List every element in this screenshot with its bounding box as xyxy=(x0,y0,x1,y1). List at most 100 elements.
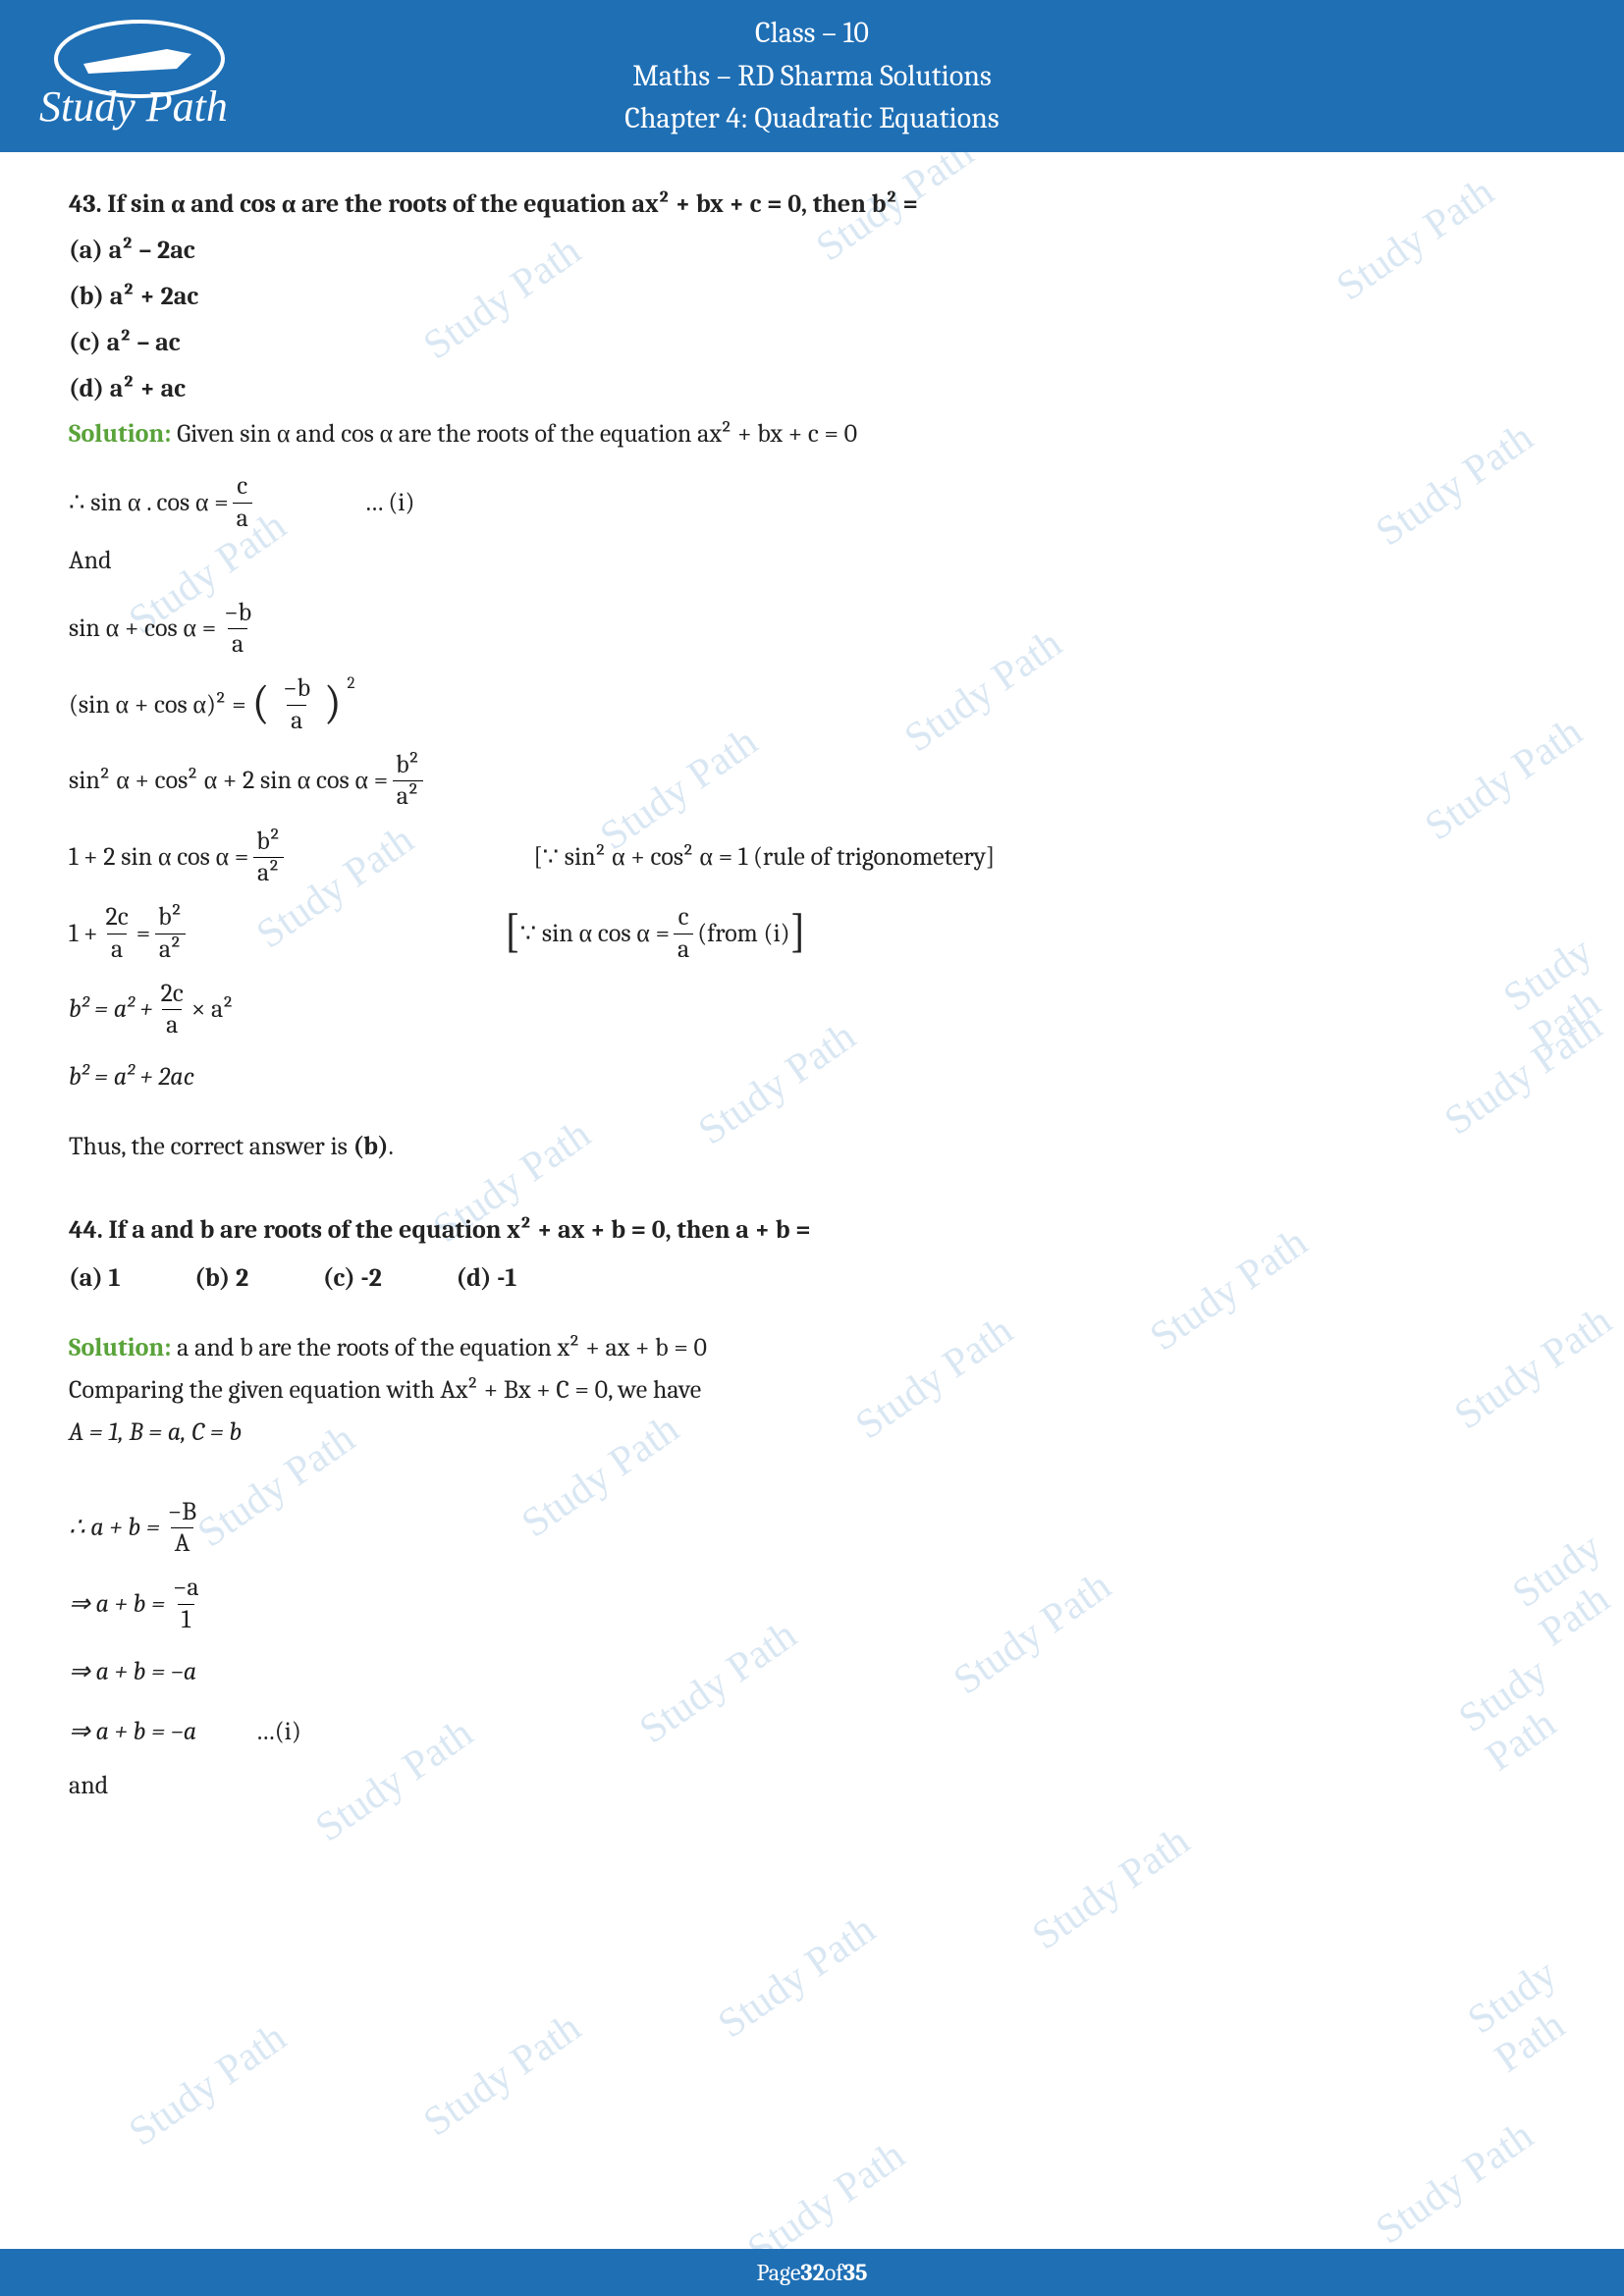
substitute-note: [ ∵ sin α cos α = c a (from (i) ] xyxy=(504,904,806,963)
numerator: −a xyxy=(169,1575,203,1603)
numerator: −b xyxy=(220,600,255,628)
q43-b2: b² = a² + 2c a × a² xyxy=(69,981,1555,1040)
numerator: b² xyxy=(154,904,186,933)
fraction: b² a² xyxy=(154,904,186,963)
q44-solution-line: Solution: a and b are the roots of the e… xyxy=(69,1327,1555,1369)
numerator: 2c xyxy=(102,904,133,933)
watermark: Study Path xyxy=(1459,1919,1624,2083)
q44-coeffs: A = 1, B = a, C = b xyxy=(69,1412,1555,1454)
q44-and: and xyxy=(69,1765,1555,1807)
note-tail: (from (i) xyxy=(697,913,789,955)
q44-sum2: ⇒ a + b = −a 1 xyxy=(69,1575,1555,1633)
q43-sum: sin α + cos α = −b a xyxy=(69,600,1555,659)
page-footer: Page 32 of 35 xyxy=(0,2249,1624,2296)
q43-expand: sin² α + cos² α + 2 sin α cos α = b² a² xyxy=(69,752,1555,811)
q43-final: b² = a² + 2ac xyxy=(69,1056,1555,1098)
fraction: −B A xyxy=(164,1499,200,1558)
q43-solution-intro: Given sin α and cos α are the roots of t… xyxy=(171,419,857,449)
q43-solution-line: Solution: Given sin α and cos α are the … xyxy=(69,413,1555,455)
text: 1 + 2 sin α cos α = xyxy=(69,836,248,879)
q44-opt-a: (a) 1 xyxy=(69,1263,121,1293)
exponent: 2 xyxy=(348,674,355,693)
footer-current: 32 xyxy=(800,2259,824,2286)
numerator: c xyxy=(233,473,251,502)
tail: × a² xyxy=(191,988,234,1031)
fraction: b² a² xyxy=(392,752,423,811)
q44-sum4: ⇒ a + b = −a …(i) xyxy=(69,1711,1555,1753)
q43-opt-d: (d) a² + ac xyxy=(69,368,1555,410)
fraction: −b a xyxy=(220,600,255,659)
q44-opt-c: (c) -2 xyxy=(323,1263,382,1293)
q44-sum3: ⇒ a + b = −a xyxy=(69,1651,1555,1693)
footer-pre: Page xyxy=(756,2259,800,2286)
watermark: Study Path xyxy=(1368,2112,1543,2254)
left-paren-icon: ( xyxy=(252,676,270,729)
q43-prompt: 43. If sin α and cos α are the roots of … xyxy=(69,184,1555,226)
q43-substitute: 1 + 2c a = b² a² [ ∵ sin α cos α = c a (… xyxy=(69,904,1555,963)
footer-total: 35 xyxy=(843,2259,868,2286)
text: sin² α + cos² α + 2 sin α cos α = xyxy=(69,760,388,802)
denominator: a xyxy=(107,934,127,963)
denominator: a² xyxy=(253,857,284,886)
q43-identity: 1 + 2 sin α cos α = b² a² [∵ sin² α + co… xyxy=(69,828,1555,887)
q44-opt-d: (d) -1 xyxy=(457,1263,517,1293)
denominator: a² xyxy=(155,934,186,963)
right-paren-icon: ) xyxy=(324,676,342,729)
solution-label: Solution: xyxy=(69,1333,171,1362)
note-text: ∵ sin α cos α = xyxy=(520,913,670,955)
watermark: Study Path xyxy=(710,1906,885,2048)
q43-opt-a: (a) a² – 2ac xyxy=(69,230,1555,272)
text: (sin α + cos α)² = xyxy=(69,684,246,726)
q43-and: And xyxy=(69,540,1555,582)
logo: Study Path xyxy=(29,15,250,133)
fraction: 2c a xyxy=(157,981,188,1040)
text: ∴ sin α . cos α = xyxy=(69,482,229,524)
page: Study Path Study Path Study Path Study P… xyxy=(0,0,1624,2296)
denominator: a xyxy=(674,934,693,963)
page-header: Study Path Class – 10 Maths – RD Sharma … xyxy=(0,0,1624,152)
numerator: b² xyxy=(392,752,423,780)
footer-mid: of xyxy=(825,2259,843,2286)
fraction: 2c a xyxy=(102,904,133,963)
text: sin α + cos α = xyxy=(69,608,216,650)
identity-note: [∵ sin² α + cos² α = 1 (rule of trigonom… xyxy=(533,836,995,879)
denominator: a xyxy=(162,1009,182,1039)
q44-opt-b: (b) 2 xyxy=(194,1263,248,1293)
solution-label: Solution: xyxy=(69,419,171,449)
denominator: a² xyxy=(393,780,423,810)
denominator: a xyxy=(287,705,306,734)
text: 1 + xyxy=(69,913,98,955)
q43-product: ∴ sin α . cos α = c a … (i) xyxy=(69,473,1555,532)
fraction: −b a xyxy=(279,675,314,734)
numerator: −b xyxy=(279,675,314,704)
text: ∴ a + b = xyxy=(69,1507,160,1549)
numerator: b² xyxy=(252,828,284,857)
text: ⇒ a + b = −a xyxy=(69,1711,196,1753)
fraction: −a 1 xyxy=(169,1575,203,1633)
q43-square: (sin α + cos α)² = ( −b a ) 2 xyxy=(69,675,1555,734)
q44-compare: Comparing the given equation with Ax² + … xyxy=(69,1369,1555,1412)
q43-conclusion: Thus, the correct answer is (b). xyxy=(69,1126,1555,1168)
text: b² = a² + xyxy=(69,988,153,1031)
q43-opt-b: (b) a² + 2ac xyxy=(69,276,1555,318)
fraction: c a xyxy=(674,904,693,963)
q44-solution-intro: a and b are the roots of the equation x²… xyxy=(171,1333,707,1362)
fraction: b² a² xyxy=(252,828,284,887)
watermark: Study Path xyxy=(415,2004,590,2146)
numerator: 2c xyxy=(157,981,188,1009)
q43-opt-c: (c) a² – ac xyxy=(69,322,1555,364)
numerator: c xyxy=(675,904,693,933)
q44-options: (a) 1 (b) 2 (c) -2 (d) -1 xyxy=(69,1257,1555,1300)
tag: … (i) xyxy=(364,482,415,524)
content-body: 43. If sin α and cos α are the roots of … xyxy=(0,152,1624,1806)
text: ⇒ a + b = xyxy=(69,1583,165,1626)
q44-prompt: 44. If a and b are roots of the equation… xyxy=(69,1209,1555,1252)
fraction: c a xyxy=(233,473,252,532)
equals: = xyxy=(136,913,150,955)
denominator: A xyxy=(171,1527,194,1557)
denominator: a xyxy=(233,503,252,532)
watermark: Study Path xyxy=(121,2014,296,2156)
denominator: 1 xyxy=(178,1604,194,1633)
numerator: −B xyxy=(164,1499,200,1527)
q44-sum: ∴ a + b = −B A xyxy=(69,1499,1555,1558)
